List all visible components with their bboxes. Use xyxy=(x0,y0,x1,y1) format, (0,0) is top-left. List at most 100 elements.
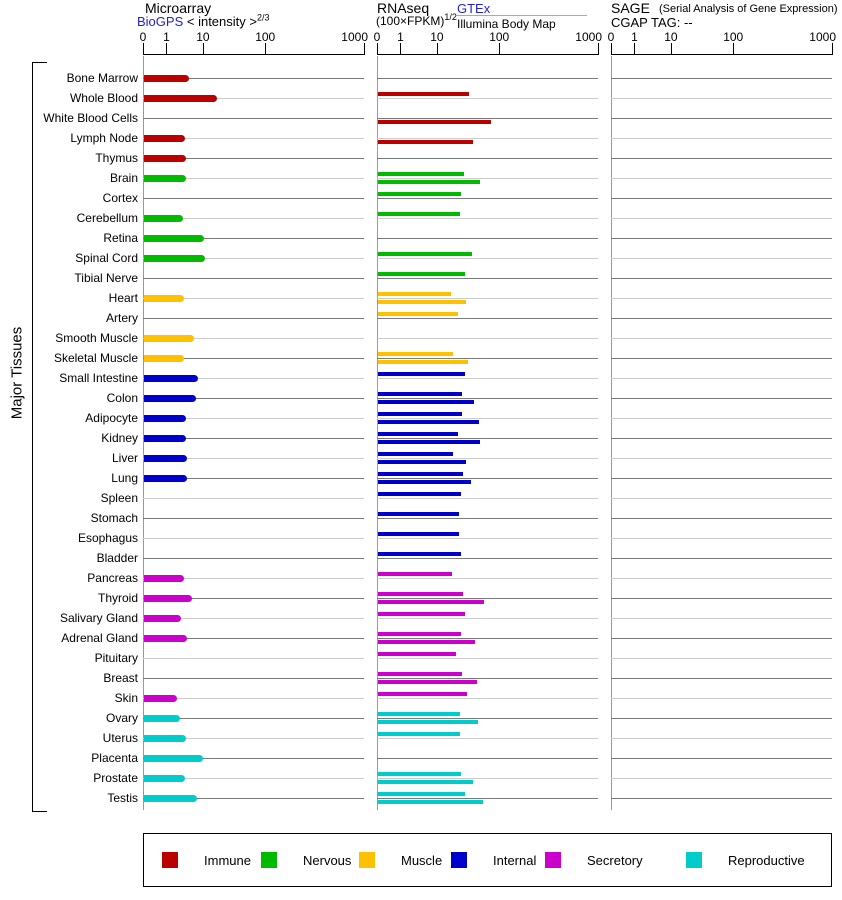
tissue-label: Breast xyxy=(103,671,138,685)
gtex-bar xyxy=(378,212,461,216)
axis-tick-label: 1 xyxy=(631,30,638,44)
tissue-row-line xyxy=(377,618,598,619)
gtex-bar xyxy=(378,592,463,596)
microarray-bar xyxy=(144,714,181,722)
tissue-row-line xyxy=(143,718,364,719)
axis-tick xyxy=(143,43,144,55)
tissue-row-line xyxy=(377,218,598,219)
tissue-row-line xyxy=(143,138,364,139)
microarray-bar xyxy=(144,294,184,302)
legend-swatch xyxy=(359,852,375,868)
tissue-label: Cortex xyxy=(102,191,138,205)
tissue-row-line xyxy=(143,158,364,159)
tissue-row-line xyxy=(143,498,364,499)
tissue-row-line xyxy=(143,98,364,99)
microarray-bar xyxy=(144,734,186,742)
tissue-row-line xyxy=(143,378,364,379)
legend-swatch xyxy=(686,852,702,868)
microarray-bar xyxy=(144,594,192,602)
bodymap-bar xyxy=(378,460,466,464)
tissue-row-line xyxy=(377,438,598,439)
axis-tick xyxy=(832,43,833,55)
tissue-row-line xyxy=(377,158,598,159)
tissue-row-line xyxy=(377,458,598,459)
microarray-bar xyxy=(144,694,178,702)
tissue-row-line xyxy=(143,78,364,79)
microarray-bar xyxy=(144,394,197,402)
tissue-row-line xyxy=(611,498,832,499)
legend-swatch xyxy=(451,852,467,868)
tissue-row-line xyxy=(611,218,832,219)
major-tissues-bracket xyxy=(32,62,47,812)
bodymap-bar xyxy=(378,120,492,124)
tissue-row-line xyxy=(143,698,364,699)
tissue-row-line xyxy=(611,198,832,199)
microarray-title: Microarray xyxy=(145,0,212,16)
axis-tick-label: 0 xyxy=(139,30,147,44)
microarray-bar xyxy=(144,354,184,362)
tissue-row-line xyxy=(377,798,598,799)
axis-tick xyxy=(202,43,204,55)
tissue-row-line xyxy=(611,418,832,419)
tissue-row-line xyxy=(377,118,598,119)
tissue-label: Esophagus xyxy=(77,531,138,545)
tissue-row-line xyxy=(143,658,364,659)
tissue-label: Testis xyxy=(107,791,138,805)
tissue-row-line xyxy=(377,78,598,79)
tissue-label: Uterus xyxy=(102,731,138,745)
sage-title: SAGE xyxy=(611,0,650,16)
microarray-bar xyxy=(144,94,218,102)
tissue-row-line xyxy=(377,498,598,499)
gtex-bar xyxy=(378,652,456,656)
gtex-bar xyxy=(378,492,462,496)
gtex-bar xyxy=(378,632,462,636)
tissue-row-line xyxy=(377,558,598,559)
tissue-row-line xyxy=(611,518,832,519)
biogps-link[interactable]: BioGPS xyxy=(137,14,184,29)
legend-label: Nervous xyxy=(303,852,352,868)
tissue-label: Thymus xyxy=(95,151,138,165)
tissue-label: Placenta xyxy=(91,751,138,765)
gtex-bar xyxy=(378,692,468,696)
axis-tick-label: 10 xyxy=(430,30,444,44)
tissue-row-line xyxy=(143,578,364,579)
axis-tick xyxy=(364,43,365,55)
gtex-bar xyxy=(378,572,453,576)
legend-item-immune: Immune xyxy=(162,852,251,868)
bodymap-bar xyxy=(378,180,480,184)
rnaseq-title: RNAseq xyxy=(377,0,430,16)
tissue-row-line xyxy=(143,298,364,299)
tissue-label: Bladder xyxy=(96,551,138,565)
legend-label: Internal xyxy=(493,852,537,868)
bodymap-bar xyxy=(378,360,468,364)
tissue-label: Artery xyxy=(105,311,138,325)
bodymap-bar xyxy=(378,300,466,304)
tissue-label: Salivary Gland xyxy=(59,611,138,625)
microarray-bar xyxy=(144,334,194,342)
tissue-row-line xyxy=(611,278,832,279)
axis-tick-label: 10 xyxy=(664,30,678,44)
gtex-link[interactable]: GTEx xyxy=(457,1,491,16)
microarray-bar xyxy=(144,134,185,142)
tissue-row-line xyxy=(611,398,832,399)
bodymap-bar xyxy=(378,780,474,784)
tissue-row-line xyxy=(377,278,598,279)
tissue-row-line xyxy=(143,278,364,279)
bodymap-bar xyxy=(378,440,480,444)
rnaseq-panel xyxy=(377,56,598,812)
legend-item-reproductive: Reproductive xyxy=(686,852,805,868)
tissue-row-line xyxy=(143,798,364,799)
axis-tick-label: 10 xyxy=(196,30,210,44)
tissue-row-line xyxy=(377,258,598,259)
axis-tick xyxy=(611,43,612,55)
tissue-row-line xyxy=(143,418,364,419)
bodymap-bar xyxy=(378,640,476,644)
tissue-row-line xyxy=(611,158,832,159)
tissue-row-line xyxy=(611,738,832,739)
tissue-label: Adrenal Gland xyxy=(61,631,138,645)
tissue-row-line xyxy=(143,538,364,539)
microarray-bar xyxy=(144,434,186,442)
gtex-bar xyxy=(378,392,462,396)
tissue-row-line xyxy=(611,478,832,479)
microarray-bar xyxy=(144,254,206,262)
